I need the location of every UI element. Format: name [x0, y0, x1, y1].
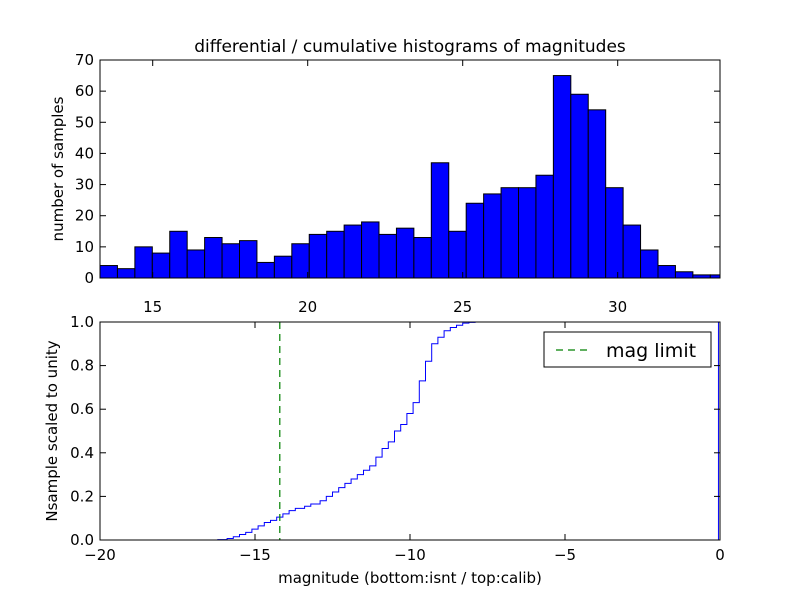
top-x-tick-label: 20: [298, 298, 317, 316]
bottom-x-tick-label: −10: [394, 546, 426, 564]
histogram-bar: [186, 249, 206, 279]
histogram-bar: [483, 193, 502, 279]
bottom-cumulative-plot: −20 −15 −10 −5 0 0.0 0.2 0.4 0.6 0.8 1.0: [70, 313, 725, 564]
histogram-bar: [622, 224, 642, 279]
top-y-tick-label: 50: [75, 113, 94, 131]
histogram-bar: [552, 75, 572, 279]
histogram-bar: [587, 109, 607, 279]
histogram-bar: [343, 224, 363, 279]
bottom-y-tick-label: 0.4: [70, 444, 94, 462]
histogram-bar: [204, 237, 223, 279]
histogram-bar: [256, 261, 275, 279]
top-y-tick-label: 10: [75, 238, 94, 256]
bottom-x-axis-label: magnitude (bottom:isnt / top:calib): [278, 569, 542, 587]
histogram-bar: [465, 202, 485, 279]
top-plot-frame: [99, 59, 721, 279]
histogram-bar: [99, 265, 118, 279]
histogram-bar: [605, 187, 624, 279]
top-y-tick-label: 20: [75, 207, 94, 225]
top-x-tick-label: 30: [608, 298, 627, 316]
top-y-axis-label: number of samples: [49, 96, 67, 241]
histogram-bar: [448, 230, 467, 279]
bottom-y-tick-label: 0.2: [70, 487, 94, 505]
top-histogram-plot: 15 20 25 30 0 10 20 30 40 50 60 70: [75, 51, 721, 316]
histogram-bar: [674, 271, 694, 279]
bottom-x-tick-label: −15: [239, 546, 271, 564]
histogram-bar: [518, 187, 537, 279]
histogram-bar: [378, 233, 397, 279]
bottom-plot-frame: [99, 321, 721, 541]
histogram-bar: [116, 268, 136, 279]
cumulative-step-line: [100, 321, 719, 541]
histogram-bar: [657, 265, 676, 279]
histogram-bar: [151, 252, 171, 279]
top-y-tick-label: 40: [75, 144, 94, 162]
bottom-y-axis-label: Nsample scaled to unity: [43, 340, 61, 521]
histogram-bar: [500, 187, 519, 279]
bottom-x-tick-label: −20: [84, 546, 116, 564]
histogram-bar: [570, 93, 589, 279]
top-x-tick-label: 25: [453, 298, 472, 316]
histogram-bar: [430, 162, 450, 279]
histogram-bar: [361, 221, 380, 279]
legend-entry-mag-limit: mag limit: [606, 340, 696, 362]
histogram-bar: [169, 230, 188, 279]
bottom-y-tick-label: 0.0: [70, 531, 94, 549]
histogram-bar: [221, 243, 240, 279]
top-y-tick-label: 0: [84, 269, 94, 287]
histogram-bar: [239, 240, 258, 279]
histogram-bar: [308, 233, 328, 279]
histogram-bar: [134, 246, 153, 279]
bottom-y-tick-label: 1.0: [70, 313, 94, 331]
histogram-bar: [273, 255, 293, 279]
histogram-bar: [413, 237, 432, 279]
top-chart-title: differential / cumulative histograms of …: [194, 37, 626, 57]
histogram-bar: [395, 227, 415, 279]
bottom-y-tick-label: 0.8: [70, 357, 94, 375]
histogram-bar: [640, 249, 659, 279]
legend: mag limit: [543, 331, 712, 368]
bottom-x-tick-label: 0: [715, 546, 725, 564]
histogram-bar: [291, 243, 310, 279]
histogram-bar: [535, 174, 554, 279]
top-y-tick-label: 30: [75, 176, 94, 194]
histogram-bar: [326, 230, 345, 279]
bottom-y-tick-label: 0.6: [70, 400, 94, 418]
top-y-tick-label: 70: [75, 51, 94, 69]
top-x-tick-label: 15: [143, 298, 162, 316]
bottom-x-tick-label: −5: [554, 546, 576, 564]
top-y-tick-label: 60: [75, 82, 94, 100]
